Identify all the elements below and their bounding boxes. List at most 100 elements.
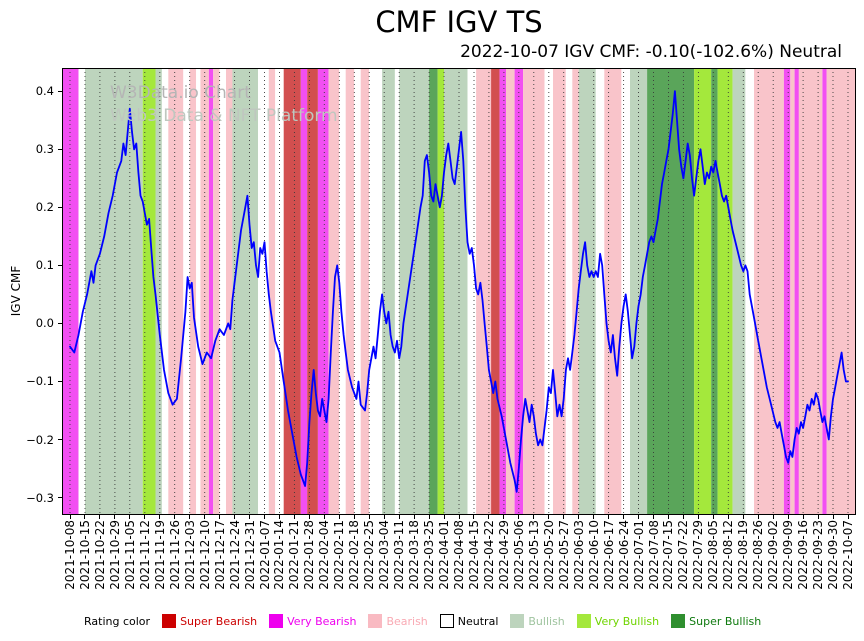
rating-band-bearish (553, 68, 566, 515)
x-tick-mark (278, 515, 280, 519)
rating-band-very_bearish (783, 68, 791, 515)
x-tick-label: 2022-04-08 (452, 520, 466, 590)
rating-band-bearish (360, 68, 370, 515)
legend-swatch-icon (671, 614, 686, 628)
rating-band-very_bearish (794, 68, 799, 515)
x-tick-label: 2022-04-29 (496, 520, 511, 590)
y-tick-label: −0.3 (26, 490, 54, 505)
legend-items: Super Bearish Very Bearish Bearish Neutral B… (162, 614, 761, 628)
rating-band-neutral (219, 68, 226, 515)
x-tick-label: 2022-09-16 (796, 520, 811, 590)
x-tick-mark (204, 515, 206, 519)
x-tick-label: 2022-02-04 (317, 520, 332, 590)
x-tick-mark (727, 515, 729, 519)
rating-band-neutral (369, 68, 382, 515)
x-tick-label: 2022-04-15 (466, 520, 481, 590)
x-tick-mark (817, 515, 819, 519)
x-tick-mark (458, 515, 460, 519)
rating-band-neutral (565, 68, 573, 515)
rating-band-bearish (523, 68, 545, 515)
x-tick-mark (653, 515, 654, 519)
x-tick-label: 2021-12-31 (242, 520, 257, 590)
legend-label: Super Bearish (180, 614, 258, 628)
rating-band-bearish (754, 68, 784, 515)
legend-swatch-icon (162, 614, 177, 628)
x-tick-mark (129, 515, 131, 519)
x-tick-mark (593, 515, 595, 519)
legend-label: Very Bullish (594, 614, 660, 628)
x-tick-mark (84, 515, 86, 519)
rating-band-bearish (476, 68, 492, 515)
x-tick-label: 2022-03-11 (392, 520, 407, 590)
x-tick-mark (847, 515, 849, 519)
x-tick-mark (219, 515, 221, 519)
x-tick-mark (189, 515, 191, 519)
x-tick-label: 2021-10-29 (107, 520, 122, 590)
rating-band-neutral (354, 68, 361, 515)
x-tick-mark (488, 515, 490, 519)
x-tick-label: 2022-06-24 (616, 520, 631, 590)
cmf-line (69, 90, 849, 493)
x-tick-label: 2021-12-03 (182, 520, 197, 590)
x-tick-mark (563, 515, 565, 519)
x-tick-mark (368, 515, 370, 519)
x-tick-label: 2022-06-17 (601, 520, 616, 590)
axes-border (62, 68, 856, 515)
x-tick-mark (832, 515, 834, 519)
rating-band-bearish (345, 68, 355, 515)
y-tick-mark (58, 264, 62, 266)
rating-band-very_bullish (694, 68, 712, 515)
rating-band-very_bearish (62, 68, 79, 515)
legend-label: Very Bearish (287, 614, 357, 628)
x-tick-label: 2022-05-20 (541, 520, 556, 590)
x-tick-label: 2022-06-10 (586, 520, 601, 590)
x-tick-mark (772, 515, 774, 519)
x-tick-label: 2022-08-26 (751, 520, 766, 590)
legend-item-bearish: Bearish (368, 614, 428, 628)
x-tick-mark (667, 515, 669, 519)
x-tick-label: 2022-09-02 (766, 520, 781, 590)
x-tick-label: 2022-05-06 (511, 520, 526, 590)
legend-item-neutral: Neutral (439, 614, 498, 628)
rating-band-neutral (339, 68, 346, 515)
rating-band-neutral (621, 68, 630, 515)
x-tick-label: 2021-11-12 (137, 520, 152, 590)
x-tick-label: 2022-07-22 (676, 520, 691, 590)
x-tick-mark (159, 515, 161, 519)
rating-band-neutral (275, 68, 284, 515)
x-tick-mark (682, 515, 684, 519)
x-tick-mark (742, 515, 744, 519)
x-tick-label: 2021-12-10 (197, 520, 212, 590)
rating-band-bearish (168, 68, 184, 515)
rating-band-neutral (196, 68, 201, 515)
y-tick-mark (58, 206, 62, 208)
y-tick-label: −0.2 (26, 432, 54, 447)
x-tick-label: 2022-05-13 (526, 520, 541, 590)
rating-band-super_bullish (711, 68, 718, 515)
x-tick-mark (443, 515, 445, 519)
x-tick-mark (473, 515, 475, 519)
legend-swatch-icon (439, 614, 454, 628)
x-tick-label: 2022-07-29 (691, 520, 706, 590)
x-tick-mark (174, 515, 176, 519)
x-tick-mark (398, 515, 400, 519)
y-tick-label: 0.1 (35, 258, 54, 273)
chart-title: CMF IGV TS (375, 5, 543, 39)
legend-swatch-icon (576, 614, 591, 628)
chart-canvas (62, 68, 856, 515)
x-tick-label: 2021-12-24 (227, 520, 242, 590)
x-tick-mark (144, 515, 146, 519)
x-tick-label: 2022-08-12 (721, 520, 736, 590)
rating-band-bearish (268, 68, 276, 515)
y-tick-mark (58, 148, 62, 150)
x-tick-mark (787, 515, 789, 519)
x-tick-mark (383, 515, 385, 519)
legend-swatch-icon (510, 614, 525, 628)
y-tick-label: 0.3 (35, 142, 54, 157)
x-tick-label: 2022-04-22 (481, 520, 496, 590)
x-tick-mark (623, 515, 625, 519)
rating-band-neutral (544, 68, 553, 515)
x-tick-mark (323, 515, 325, 519)
rating-band-very_bearish (208, 68, 214, 515)
